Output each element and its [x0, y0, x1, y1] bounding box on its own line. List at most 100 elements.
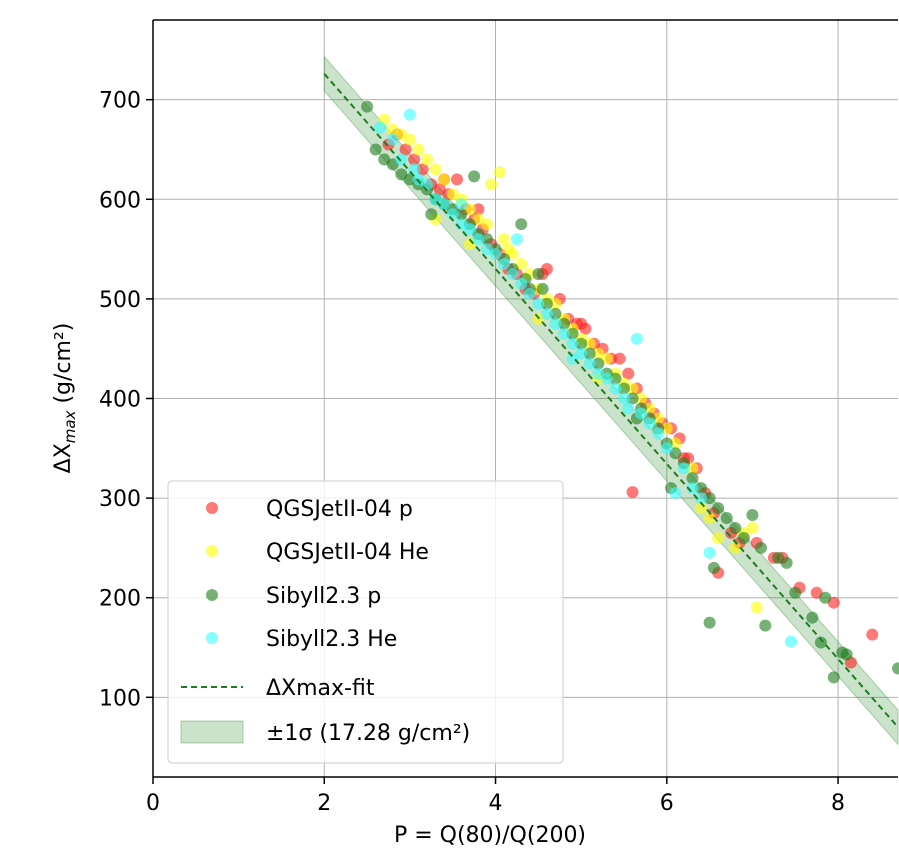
x-tick-label: 8 — [831, 791, 845, 816]
data-point-series-2 — [583, 347, 596, 360]
data-point-series-3 — [583, 357, 596, 370]
data-point-series-3 — [403, 108, 416, 121]
data-point-series-2 — [720, 512, 733, 525]
data-point-series-2 — [819, 591, 832, 604]
x-tick-label: 4 — [489, 791, 503, 816]
y-tick-label: 400 — [99, 388, 141, 413]
data-point-series-2 — [806, 611, 819, 624]
data-point-series-0 — [626, 486, 639, 499]
data-point-series-1 — [502, 243, 515, 256]
data-point-series-1 — [480, 218, 493, 231]
data-point-series-3 — [609, 382, 622, 395]
data-point-series-2 — [566, 327, 579, 340]
data-point-series-1 — [429, 163, 442, 176]
data-point-series-2 — [729, 521, 742, 534]
data-point-series-3 — [489, 248, 502, 261]
data-point-series-3 — [472, 233, 485, 246]
y-axis-label: ΔXmax (g/cm²) — [51, 323, 79, 474]
data-point-series-2 — [703, 616, 716, 629]
x-tick-label: 6 — [660, 791, 674, 816]
data-point-series-3 — [652, 427, 665, 440]
data-point-series-2 — [703, 492, 716, 505]
data-point-series-1 — [485, 178, 498, 191]
data-point-series-2 — [532, 267, 545, 280]
data-point-series-3 — [566, 337, 579, 350]
data-point-series-0 — [472, 203, 485, 216]
data-point-series-0 — [408, 153, 421, 166]
data-point-series-1 — [750, 601, 763, 614]
data-point-series-3 — [643, 417, 656, 430]
data-point-series-2 — [617, 382, 630, 395]
data-point-series-2 — [575, 337, 588, 350]
data-point-series-3 — [386, 133, 399, 146]
data-point-series-2 — [455, 208, 468, 221]
y-tick-label: 500 — [99, 288, 141, 313]
data-point-series-3 — [784, 635, 797, 648]
data-point-series-1 — [549, 297, 562, 310]
y-tick-label: 200 — [99, 587, 141, 612]
data-point-series-2 — [468, 170, 481, 183]
data-point-series-2 — [789, 586, 802, 599]
data-point-series-2 — [549, 307, 562, 320]
data-point-series-3 — [421, 178, 434, 191]
legend-label-fit: ΔXmax-fit — [266, 676, 375, 701]
legend-marker-qgsjet-p — [206, 502, 218, 514]
data-point-series-3 — [532, 297, 545, 310]
data-point-series-1 — [403, 133, 416, 146]
data-point-series-1 — [583, 337, 596, 350]
data-point-series-3 — [510, 233, 523, 246]
data-point-series-1 — [626, 382, 639, 395]
data-point-series-2 — [480, 233, 493, 246]
x-tick-label: 2 — [317, 791, 331, 816]
data-point-series-3 — [660, 442, 673, 455]
y-tick-label: 600 — [99, 188, 141, 213]
x-axis-label: P = Q(80)/Q(200) — [394, 823, 586, 848]
data-point-series-0 — [450, 173, 463, 186]
legend-marker-band — [180, 720, 244, 744]
data-point-series-3 — [506, 267, 519, 280]
legend-label-qgsjet-p: QGSJetII-04 p — [266, 497, 413, 522]
data-point-series-3 — [549, 317, 562, 330]
data-point-series-2 — [369, 143, 382, 156]
data-point-series-3 — [373, 121, 386, 134]
data-point-series-2 — [814, 636, 827, 649]
data-point-series-3 — [558, 327, 571, 340]
data-point-series-2 — [707, 561, 720, 574]
y-tick-label: 700 — [99, 89, 141, 114]
legend-box — [167, 480, 564, 764]
data-point-series-2 — [737, 531, 750, 544]
data-point-series-3 — [630, 332, 643, 345]
data-point-series-1 — [412, 143, 425, 156]
data-point-series-2 — [425, 208, 438, 221]
data-point-series-3 — [669, 487, 682, 500]
data-point-series-3 — [622, 402, 635, 415]
data-point-series-0 — [399, 143, 412, 156]
data-point-series-3 — [446, 208, 459, 221]
data-point-series-2 — [686, 472, 699, 485]
data-point-series-2 — [746, 509, 759, 522]
fit-line — [323, 73, 899, 728]
data-point-series-0 — [613, 352, 626, 365]
x-tick-label: 0 — [146, 791, 160, 816]
y-axis-label-subscript: max — [61, 410, 79, 443]
data-point-series-3 — [395, 153, 408, 166]
data-point-series-3 — [677, 462, 690, 475]
data-point-series-3 — [600, 372, 613, 385]
y-axis-label-unit: (g/cm²) — [51, 323, 76, 411]
data-point-series-3 — [463, 223, 476, 236]
data-point-series-2 — [609, 372, 622, 385]
data-point-series-0 — [416, 163, 429, 176]
legend: QGSJetII-04 p QGSJetII-04 He Sibyll2.3 p… — [167, 480, 564, 764]
data-point-series-2 — [540, 297, 553, 310]
data-point-series-1 — [712, 531, 725, 544]
data-point-series-2 — [892, 662, 899, 675]
axis-ticks: 0 2 4 6 8 100 200 300 400 500 600 700 — [99, 89, 845, 816]
data-point-series-2 — [780, 556, 793, 569]
data-point-series-3 — [566, 352, 579, 365]
data-point-series-1 — [703, 512, 716, 525]
legend-marker-sibyll-p — [206, 589, 218, 601]
data-point-series-1 — [438, 173, 451, 186]
data-point-series-2 — [592, 357, 605, 370]
data-point-series-2 — [840, 648, 853, 661]
